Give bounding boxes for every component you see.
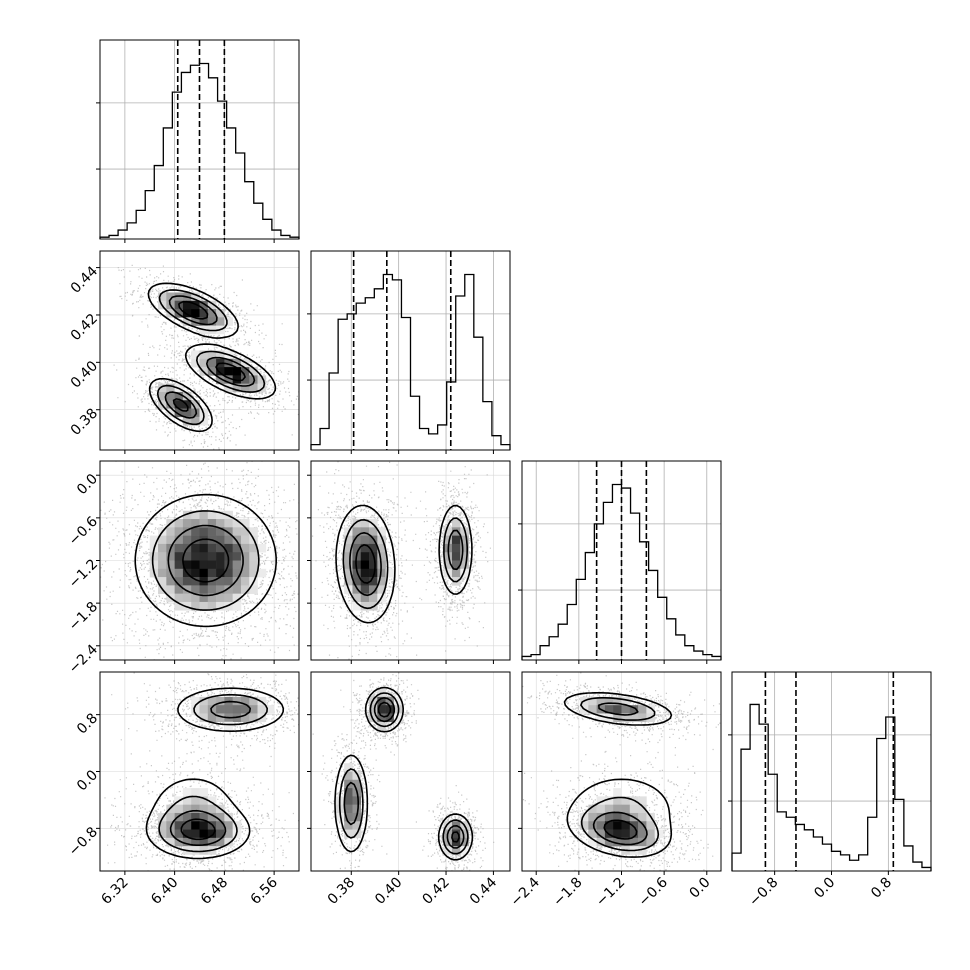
x-tick-label: −0.8 (746, 875, 781, 910)
hist-panel-3 (728, 671, 932, 872)
y-tick-label: −0.6 (66, 514, 101, 549)
x-tick-label: 0.8 (868, 875, 895, 902)
contour-level (164, 295, 256, 419)
scatter-panel-1-0 (99, 250, 300, 451)
contour-level (134, 493, 277, 628)
contour-level (147, 282, 277, 433)
y-tick-label: 0.42 (68, 311, 101, 344)
contour-level (172, 300, 246, 412)
hist-panel-2 (518, 460, 722, 661)
x-tick-label: 0.44 (467, 874, 500, 907)
contour-level (167, 524, 244, 597)
contour-level (377, 701, 460, 843)
y-tick-label: 0.44 (68, 263, 101, 296)
y-tick-label: 0.40 (68, 358, 101, 391)
x-tick-label: 6.48 (198, 875, 231, 908)
contour-level (158, 693, 268, 853)
y-tick-label: 0.38 (68, 405, 101, 438)
x-tick-label: 0.0 (687, 875, 714, 902)
contour-level (349, 529, 464, 597)
x-tick-label: −2.4 (508, 874, 543, 909)
x-tick-label: −0.6 (636, 874, 671, 909)
x-tick-label: 6.40 (148, 875, 181, 908)
y-tick-label: −1.8 (66, 599, 101, 634)
hist-step-0 (99, 62, 300, 239)
contour-level (180, 818, 216, 841)
contour-level (343, 697, 465, 849)
contour-level (334, 686, 474, 861)
x-tick-label: 6.32 (98, 875, 131, 908)
x-tick-label: −1.8 (550, 875, 585, 910)
x-tick-label: 0.42 (420, 875, 453, 908)
hist-step-2 (521, 483, 722, 660)
contour-level (592, 702, 648, 846)
x-tick-label: 0.38 (325, 875, 358, 908)
contour-level (342, 517, 468, 610)
contour-level (580, 697, 660, 852)
y-tick-label: −1.2 (66, 556, 101, 591)
hist-step-1 (310, 273, 511, 450)
scatter-panel-2-1 (310, 460, 511, 661)
contour-level (151, 510, 260, 611)
contour-level (338, 692, 469, 855)
contour-level (563, 692, 673, 858)
hist-panel-1 (307, 250, 511, 451)
x-tick-label: 0.40 (372, 875, 405, 908)
scatter-panel-3-1 (310, 671, 511, 872)
x-tick-label: −1.2 (593, 875, 628, 910)
contour-level (355, 544, 376, 584)
y-tick-label: −0.8 (66, 824, 101, 859)
scatter-panel-3-2 (521, 671, 722, 872)
contour-level (603, 819, 638, 840)
contour-level (182, 538, 230, 583)
scatter-panel-2-0 (99, 460, 300, 661)
hist-step-3 (731, 703, 932, 871)
contour-level (335, 504, 473, 624)
hist-panel-0 (96, 39, 300, 240)
y-tick-label: −2.4 (66, 641, 101, 676)
x-tick-label: 0.0 (811, 875, 838, 902)
scatter-panel-3-0 (99, 671, 300, 872)
contour-level (156, 289, 266, 426)
x-tick-label: 6.56 (248, 874, 281, 907)
contour-level (169, 700, 251, 846)
contour-level (145, 687, 285, 860)
